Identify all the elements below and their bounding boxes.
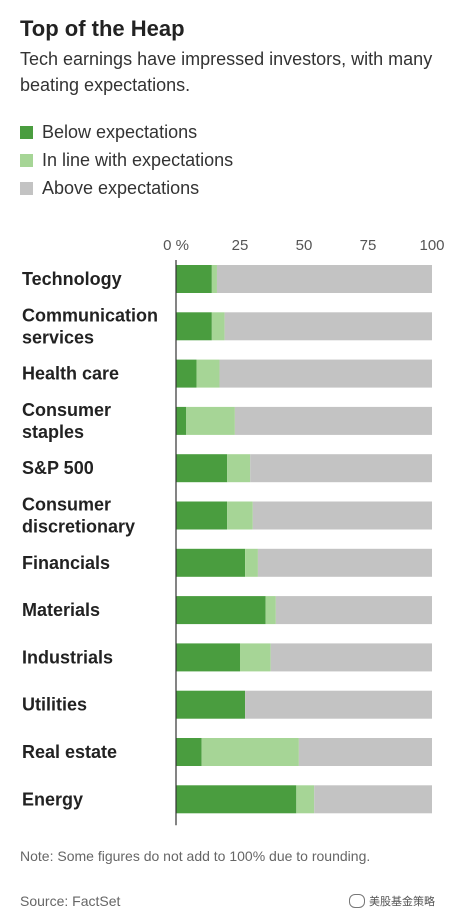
category-label-line: discretionary bbox=[22, 517, 135, 537]
watermark-text: 美股基金策略 bbox=[369, 896, 435, 908]
legend-label-above: Above expectations bbox=[42, 177, 200, 198]
wechat-icon bbox=[349, 894, 365, 908]
x-tick-label: 50 bbox=[296, 237, 313, 254]
bar-segment bbox=[240, 643, 271, 672]
category-label-line: S&P 500 bbox=[22, 458, 94, 478]
bar-segment bbox=[245, 690, 432, 719]
bar-segment bbox=[176, 406, 187, 435]
x-tick-label: 0 % bbox=[163, 237, 189, 254]
bar-segment bbox=[196, 359, 220, 388]
bar-segment bbox=[176, 454, 228, 483]
bar-segment bbox=[176, 501, 228, 530]
bar-segment bbox=[234, 406, 432, 435]
category-label-line: Communication bbox=[22, 305, 158, 325]
category-label-line: Materials bbox=[22, 600, 100, 620]
bar-segment bbox=[296, 785, 315, 814]
legend-item-above: Above expectations bbox=[20, 174, 233, 202]
legend: Below expectations In line with expectat… bbox=[20, 118, 233, 202]
bar-segment bbox=[176, 312, 212, 341]
legend-swatch-above bbox=[20, 181, 33, 195]
legend-item-below: Below expectations bbox=[20, 118, 233, 146]
category-label: Technology bbox=[22, 269, 122, 289]
bar-segment bbox=[176, 690, 246, 719]
bar-segment bbox=[227, 501, 253, 530]
chart-note: Note: Some figures do not add to 100% du… bbox=[20, 848, 371, 864]
bar-segment bbox=[201, 738, 299, 766]
bar-segment bbox=[211, 312, 225, 341]
category-label: Industrials bbox=[22, 647, 113, 667]
category-label: S&P 500 bbox=[22, 458, 94, 478]
category-label-line: Industrials bbox=[22, 647, 113, 667]
chart-source: Source: FactSet bbox=[20, 893, 121, 909]
category-label: Consumer staples bbox=[22, 400, 111, 442]
bar-segment bbox=[275, 596, 432, 625]
category-label: Financials bbox=[22, 553, 110, 573]
legend-swatch-below bbox=[20, 125, 33, 139]
bar-segment bbox=[176, 643, 240, 672]
category-label-line: services bbox=[22, 327, 94, 347]
bar-segment bbox=[211, 265, 217, 293]
category-label-line: Health care bbox=[22, 364, 119, 384]
category-label: Materials bbox=[22, 600, 100, 620]
stacked-bar-chart: 0 % 25 50 75 100 Technology Communication servi… bbox=[22, 237, 445, 826]
x-tick-label: 25 bbox=[232, 237, 249, 254]
category-label-line: Technology bbox=[22, 269, 122, 289]
category-label-line: Consumer bbox=[22, 400, 111, 420]
category-label-line: Financials bbox=[22, 553, 110, 573]
legend-swatch-inline bbox=[20, 153, 33, 167]
bar-segment bbox=[176, 359, 197, 388]
category-label: Real estate bbox=[22, 742, 117, 762]
chart-subtitle: Tech earnings have impressed investors, … bbox=[20, 49, 433, 95]
category-label: Utilities bbox=[22, 695, 87, 715]
watermark: 美股基金策略 bbox=[349, 893, 435, 909]
category-label: Communication services bbox=[22, 305, 158, 347]
bar-segment bbox=[314, 785, 432, 814]
category-label-line: Consumer bbox=[22, 495, 111, 515]
legend-label-below: Below expectations bbox=[42, 121, 198, 142]
bar-segment bbox=[270, 643, 432, 672]
bar-segment bbox=[245, 548, 258, 577]
category-label: Consumer discretionary bbox=[22, 495, 135, 537]
bar-segment bbox=[186, 406, 235, 435]
bar-segment bbox=[227, 454, 251, 483]
bar-segment bbox=[176, 265, 212, 293]
bar-segment bbox=[216, 265, 432, 293]
bar-segment bbox=[257, 548, 432, 577]
x-tick-label: 75 bbox=[360, 237, 377, 254]
x-tick-label: 100 bbox=[419, 237, 444, 254]
bar-segment bbox=[224, 312, 432, 341]
bar-segment bbox=[219, 359, 432, 388]
bar-segment bbox=[252, 501, 432, 530]
category-label-line: Energy bbox=[22, 789, 83, 809]
bar-segment bbox=[176, 548, 246, 577]
legend-label-inline: In line with expectations bbox=[42, 149, 234, 170]
category-label-line: Utilities bbox=[22, 695, 87, 715]
category-label: Energy bbox=[22, 789, 83, 809]
chart-title: Top of the Heap bbox=[20, 16, 185, 41]
bar-segment bbox=[176, 785, 297, 814]
bar-segment bbox=[176, 596, 266, 625]
category-label-line: Real estate bbox=[22, 742, 117, 762]
bar-segment bbox=[298, 738, 432, 766]
bar-segment bbox=[250, 454, 432, 483]
category-label-line: staples bbox=[22, 422, 84, 442]
category-label: Health care bbox=[22, 364, 119, 384]
bar-segment bbox=[176, 738, 202, 766]
bar-segment bbox=[265, 596, 276, 625]
legend-item-inline: In line with expectations bbox=[20, 146, 233, 174]
